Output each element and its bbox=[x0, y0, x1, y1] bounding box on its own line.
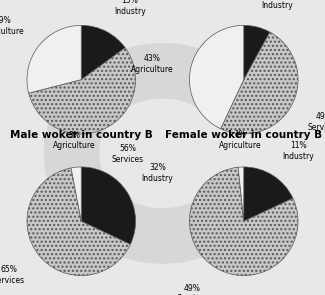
Wedge shape bbox=[189, 167, 298, 276]
Wedge shape bbox=[81, 167, 136, 244]
Text: 29%
Agriculture: 29% Agriculture bbox=[0, 16, 25, 36]
Title: Female woker in country B: Female woker in country B bbox=[165, 130, 322, 140]
Wedge shape bbox=[244, 25, 270, 80]
Text: 65%
Services: 65% Services bbox=[0, 265, 25, 285]
Text: 43%
Agriculture: 43% Agriculture bbox=[131, 54, 174, 74]
Text: 3%
Agriculture: 3% Agriculture bbox=[53, 130, 96, 150]
Wedge shape bbox=[221, 32, 298, 134]
Text: 11%
Industry: 11% Industry bbox=[282, 141, 314, 161]
Wedge shape bbox=[244, 167, 293, 221]
Text: 49%
Services: 49% Services bbox=[307, 112, 325, 132]
Text: 1%
Agriculture: 1% Agriculture bbox=[219, 130, 261, 150]
Wedge shape bbox=[29, 48, 136, 134]
Text: 56%
Services: 56% Services bbox=[112, 145, 144, 164]
Text: 15%
Industry: 15% Industry bbox=[114, 0, 146, 16]
Wedge shape bbox=[238, 167, 244, 221]
Wedge shape bbox=[27, 168, 130, 276]
Text: 49%
Services: 49% Services bbox=[176, 283, 208, 295]
Title: Male woker in country B: Male woker in country B bbox=[10, 130, 153, 140]
Wedge shape bbox=[189, 25, 244, 129]
Text: 8%
Industry: 8% Industry bbox=[262, 0, 293, 10]
Wedge shape bbox=[27, 25, 81, 93]
Text: 32%
Industry: 32% Industry bbox=[142, 163, 174, 183]
Wedge shape bbox=[71, 167, 81, 221]
Wedge shape bbox=[81, 25, 125, 80]
